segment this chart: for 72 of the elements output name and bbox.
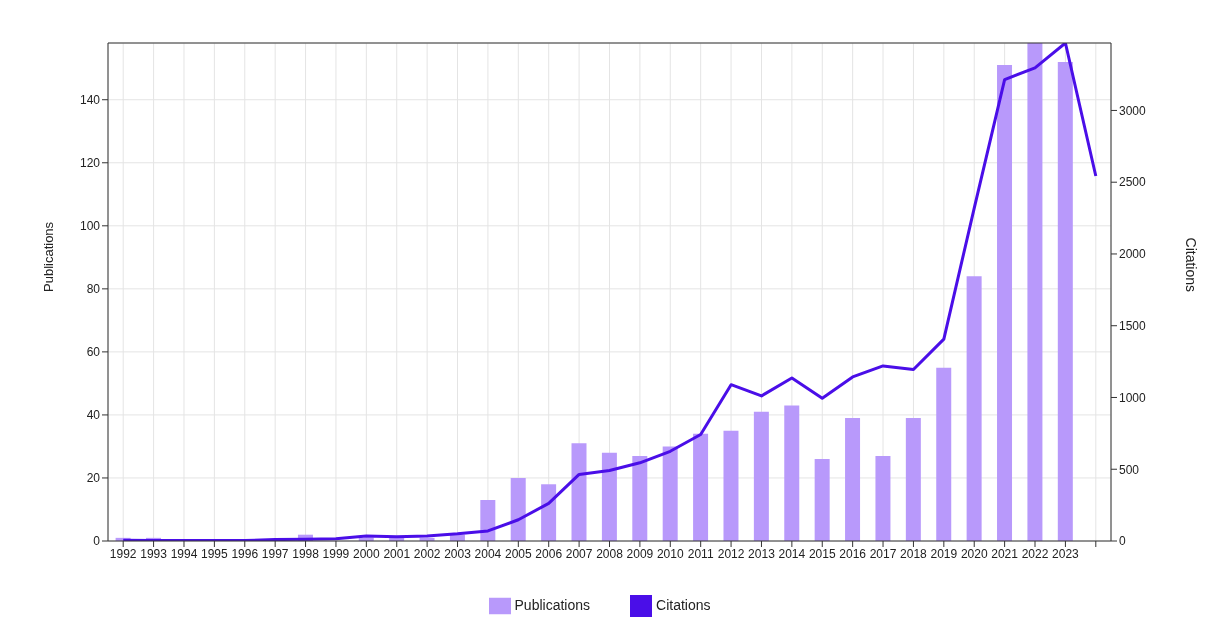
x-tick-label: 2014 [778, 546, 806, 561]
x-tick-label: 2018 [900, 546, 928, 561]
bar [480, 500, 496, 541]
bar [1027, 43, 1043, 541]
y2-tick-label: 1500 [1119, 318, 1147, 333]
x-tick-label: 2022 [1021, 546, 1049, 561]
bar [875, 455, 891, 541]
x-tick-label: 1996 [231, 546, 259, 561]
legend-label: Publications [514, 596, 591, 613]
x-tick-label: 2023 [1052, 546, 1080, 561]
legend-label: Citations [656, 596, 711, 613]
bar [723, 430, 739, 541]
y-tick-label: 80 [86, 282, 101, 297]
x-tick-label: 2002 [413, 546, 441, 561]
x-tick-label: 1994 [170, 546, 198, 561]
y-tick-label: 20 [86, 471, 101, 486]
y-tick-label: 40 [86, 408, 101, 423]
y2-tick-label: 1000 [1119, 390, 1147, 405]
x-tick-label: 2006 [535, 546, 563, 561]
y-tick-label: 100 [79, 219, 101, 234]
bar [753, 411, 769, 541]
bar [601, 452, 617, 541]
x-tick-label: 2012 [717, 546, 745, 561]
x-tick-label: 2003 [444, 546, 472, 561]
bar [845, 418, 861, 541]
bar [905, 418, 921, 541]
x-tick-label: 2015 [808, 546, 836, 561]
bar [1057, 61, 1073, 541]
x-tick-label: 2008 [596, 546, 624, 561]
x-tick-label: 2016 [839, 546, 867, 561]
y2-tick-label: 2000 [1119, 247, 1147, 262]
y2-tick-label: 0 [1119, 534, 1126, 549]
x-tick-label: 1993 [140, 546, 168, 561]
bar [936, 367, 952, 541]
bar [693, 433, 709, 541]
bar [510, 477, 526, 541]
bar [541, 484, 557, 541]
bar [784, 405, 800, 541]
x-tick-label: 1992 [109, 546, 137, 561]
x-tick-label: 2005 [504, 546, 532, 561]
x-tick-label: 2004 [474, 546, 502, 561]
bar [662, 446, 678, 541]
x-tick-label: 2013 [748, 546, 776, 561]
x-tick-label: 2011 [687, 546, 714, 561]
x-tick-label: 2017 [869, 546, 897, 561]
y2-axis-title: Citations [1183, 237, 1200, 292]
x-tick-label: 1998 [292, 546, 320, 561]
y2-tick-label: 500 [1119, 462, 1140, 477]
bar [632, 455, 648, 541]
line-series [121, 43, 1098, 541]
x-tick-label: 1995 [201, 546, 229, 561]
x-tick-label: 2001 [383, 546, 411, 561]
y-tick-label: 60 [86, 345, 101, 360]
x-tick-label: 2010 [656, 546, 684, 561]
y-tick-label: 0 [93, 534, 101, 549]
x-tick-label: 2009 [626, 546, 654, 561]
y2-tick-label: 2500 [1119, 175, 1147, 190]
bar [997, 65, 1013, 541]
bar [571, 443, 587, 541]
bar [814, 459, 830, 541]
y-tick-label: 120 [79, 156, 101, 171]
x-tick-label: 1999 [322, 546, 350, 561]
x-tick-label: 1997 [261, 546, 289, 561]
bar [966, 276, 982, 541]
x-tick-label: 2007 [565, 546, 593, 561]
x-tick-label: 2021 [991, 546, 1019, 561]
y-tick-label: 140 [79, 92, 101, 107]
x-tick-label: 2019 [930, 546, 958, 561]
y-axis-title: Publications [40, 221, 56, 292]
x-tick-label: 2020 [960, 546, 988, 561]
y2-tick-label: 3000 [1119, 103, 1147, 118]
x-tick-label: 2000 [353, 546, 381, 561]
